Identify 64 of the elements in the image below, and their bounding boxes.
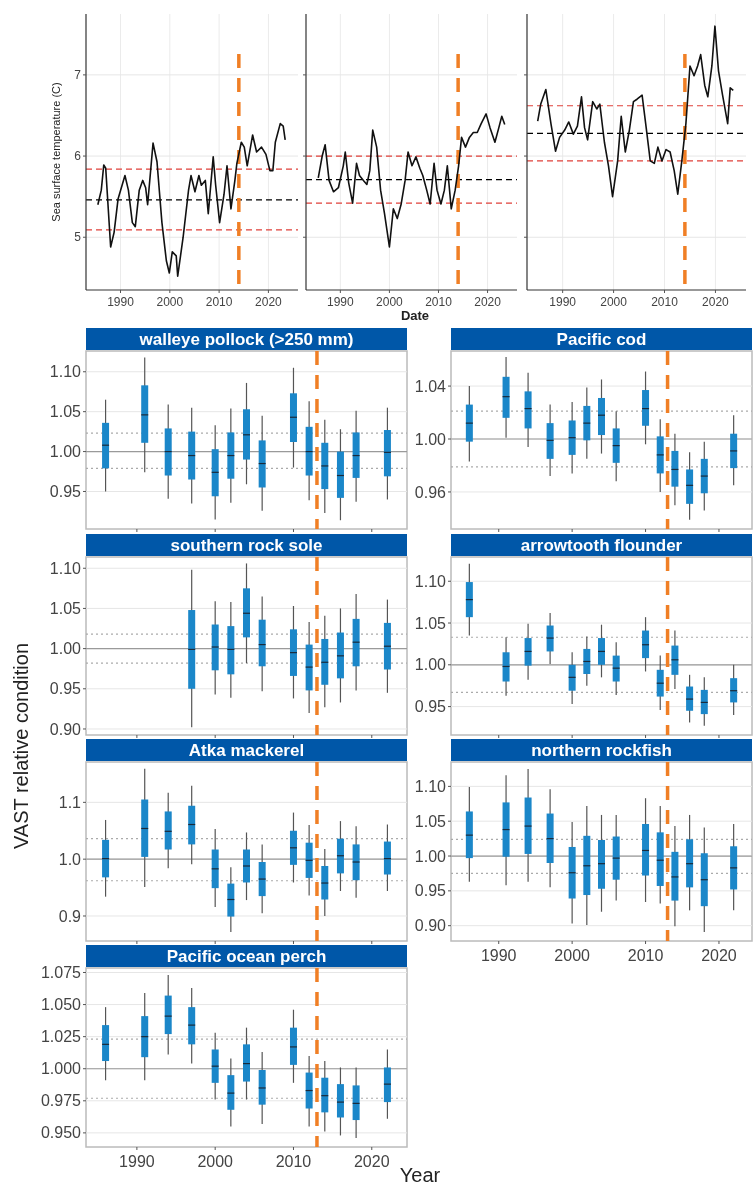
x-tick-label: 2000 [156, 295, 184, 309]
y-tick-label: 1.025 [40, 1028, 82, 1046]
x-axis-title: Year [399, 1164, 441, 1186]
y-tick-label: 1.05 [49, 403, 82, 421]
x-tick-label: 2010 [425, 295, 453, 309]
y-tick-label: 0.9 [58, 907, 82, 925]
y-axis-title: VAST relative condition [10, 642, 32, 850]
y-tick-label: 1.1 [58, 793, 82, 811]
chart-title: northern rockfish [531, 741, 672, 760]
y-tick-label: 1.00 [414, 656, 447, 674]
chart-title: Atka mackerel [188, 741, 305, 760]
x-tick-label: 2020 [701, 947, 737, 964]
y-tick-label: 1.0 [58, 850, 82, 868]
y-tick-label: 1.075 [40, 964, 82, 982]
y-tick-label: 1.10 [49, 559, 82, 577]
y-tick-label: 0.95 [49, 483, 82, 501]
y-tick-label: 1.00 [414, 430, 447, 448]
y-tick-label: 0.95 [414, 698, 447, 716]
y-tick-label: 6 [74, 149, 82, 164]
x-tick-label: 2000 [376, 295, 404, 309]
x-tick-label: 2010 [275, 1153, 312, 1170]
y-tick-label: 5 [74, 230, 82, 245]
y-tick-label: 1.00 [49, 640, 82, 658]
y-tick-label: 1.05 [49, 600, 82, 618]
y-tick-label: 0.96 [414, 483, 447, 501]
chart-title: Pacific cod [556, 330, 647, 349]
y-tick-label: 1.00 [49, 443, 82, 461]
y-tick-label: 1.00 [414, 847, 447, 865]
y-tick-label: 0.950 [40, 1124, 82, 1142]
y-tick-label: 0.95 [49, 680, 82, 698]
y-tick-label: 0.90 [49, 720, 82, 738]
x-tick-label: 2000 [197, 1153, 234, 1170]
x-tick-label: 2020 [353, 1153, 390, 1170]
x-tick-label: 2010 [205, 295, 233, 309]
y-tick-label: 1.05 [414, 614, 447, 632]
x-tick-label: 1990 [480, 947, 517, 964]
x-tick-label: 2020 [474, 295, 502, 309]
y-tick-label: 1.10 [414, 777, 447, 795]
x-tick-label: 1990 [549, 295, 577, 309]
x-tick-label: 2000 [554, 947, 591, 964]
x-tick-label: 2010 [627, 947, 664, 964]
y-tick-label: 1.10 [414, 572, 447, 590]
y-tick-label: 1.05 [414, 812, 447, 830]
x-tick-label: 2010 [651, 295, 679, 309]
y-tick-label: 1.000 [40, 1060, 82, 1078]
chart-title: arrowtooth flounder [520, 536, 683, 555]
x-tick-label: 2020 [255, 295, 283, 309]
y-tick-label: 0.95 [414, 882, 447, 900]
x-tick-label: 1990 [119, 1153, 155, 1170]
y-tick-label: 7 [74, 68, 82, 83]
chart-title: southern rock sole [170, 536, 323, 555]
y-tick-label: 1.10 [49, 363, 82, 381]
x-tick-label: 2020 [702, 295, 730, 309]
y-tick-label: 0.975 [40, 1092, 82, 1110]
x-axis-title: Date [400, 308, 430, 323]
chart-title: Pacific ocean perch [166, 947, 327, 966]
chart-title: walleye pollock (>250 mm) [138, 330, 354, 349]
y-tick-label: 0.90 [414, 917, 447, 935]
x-tick-label: 1990 [327, 295, 355, 309]
y-axis-title: Sea surface temperature (C) [50, 82, 62, 222]
x-tick-label: 2000 [600, 295, 628, 309]
y-tick-label: 1.050 [40, 996, 82, 1014]
y-tick-label: 1.04 [414, 377, 447, 395]
x-tick-label: 1990 [107, 295, 135, 309]
